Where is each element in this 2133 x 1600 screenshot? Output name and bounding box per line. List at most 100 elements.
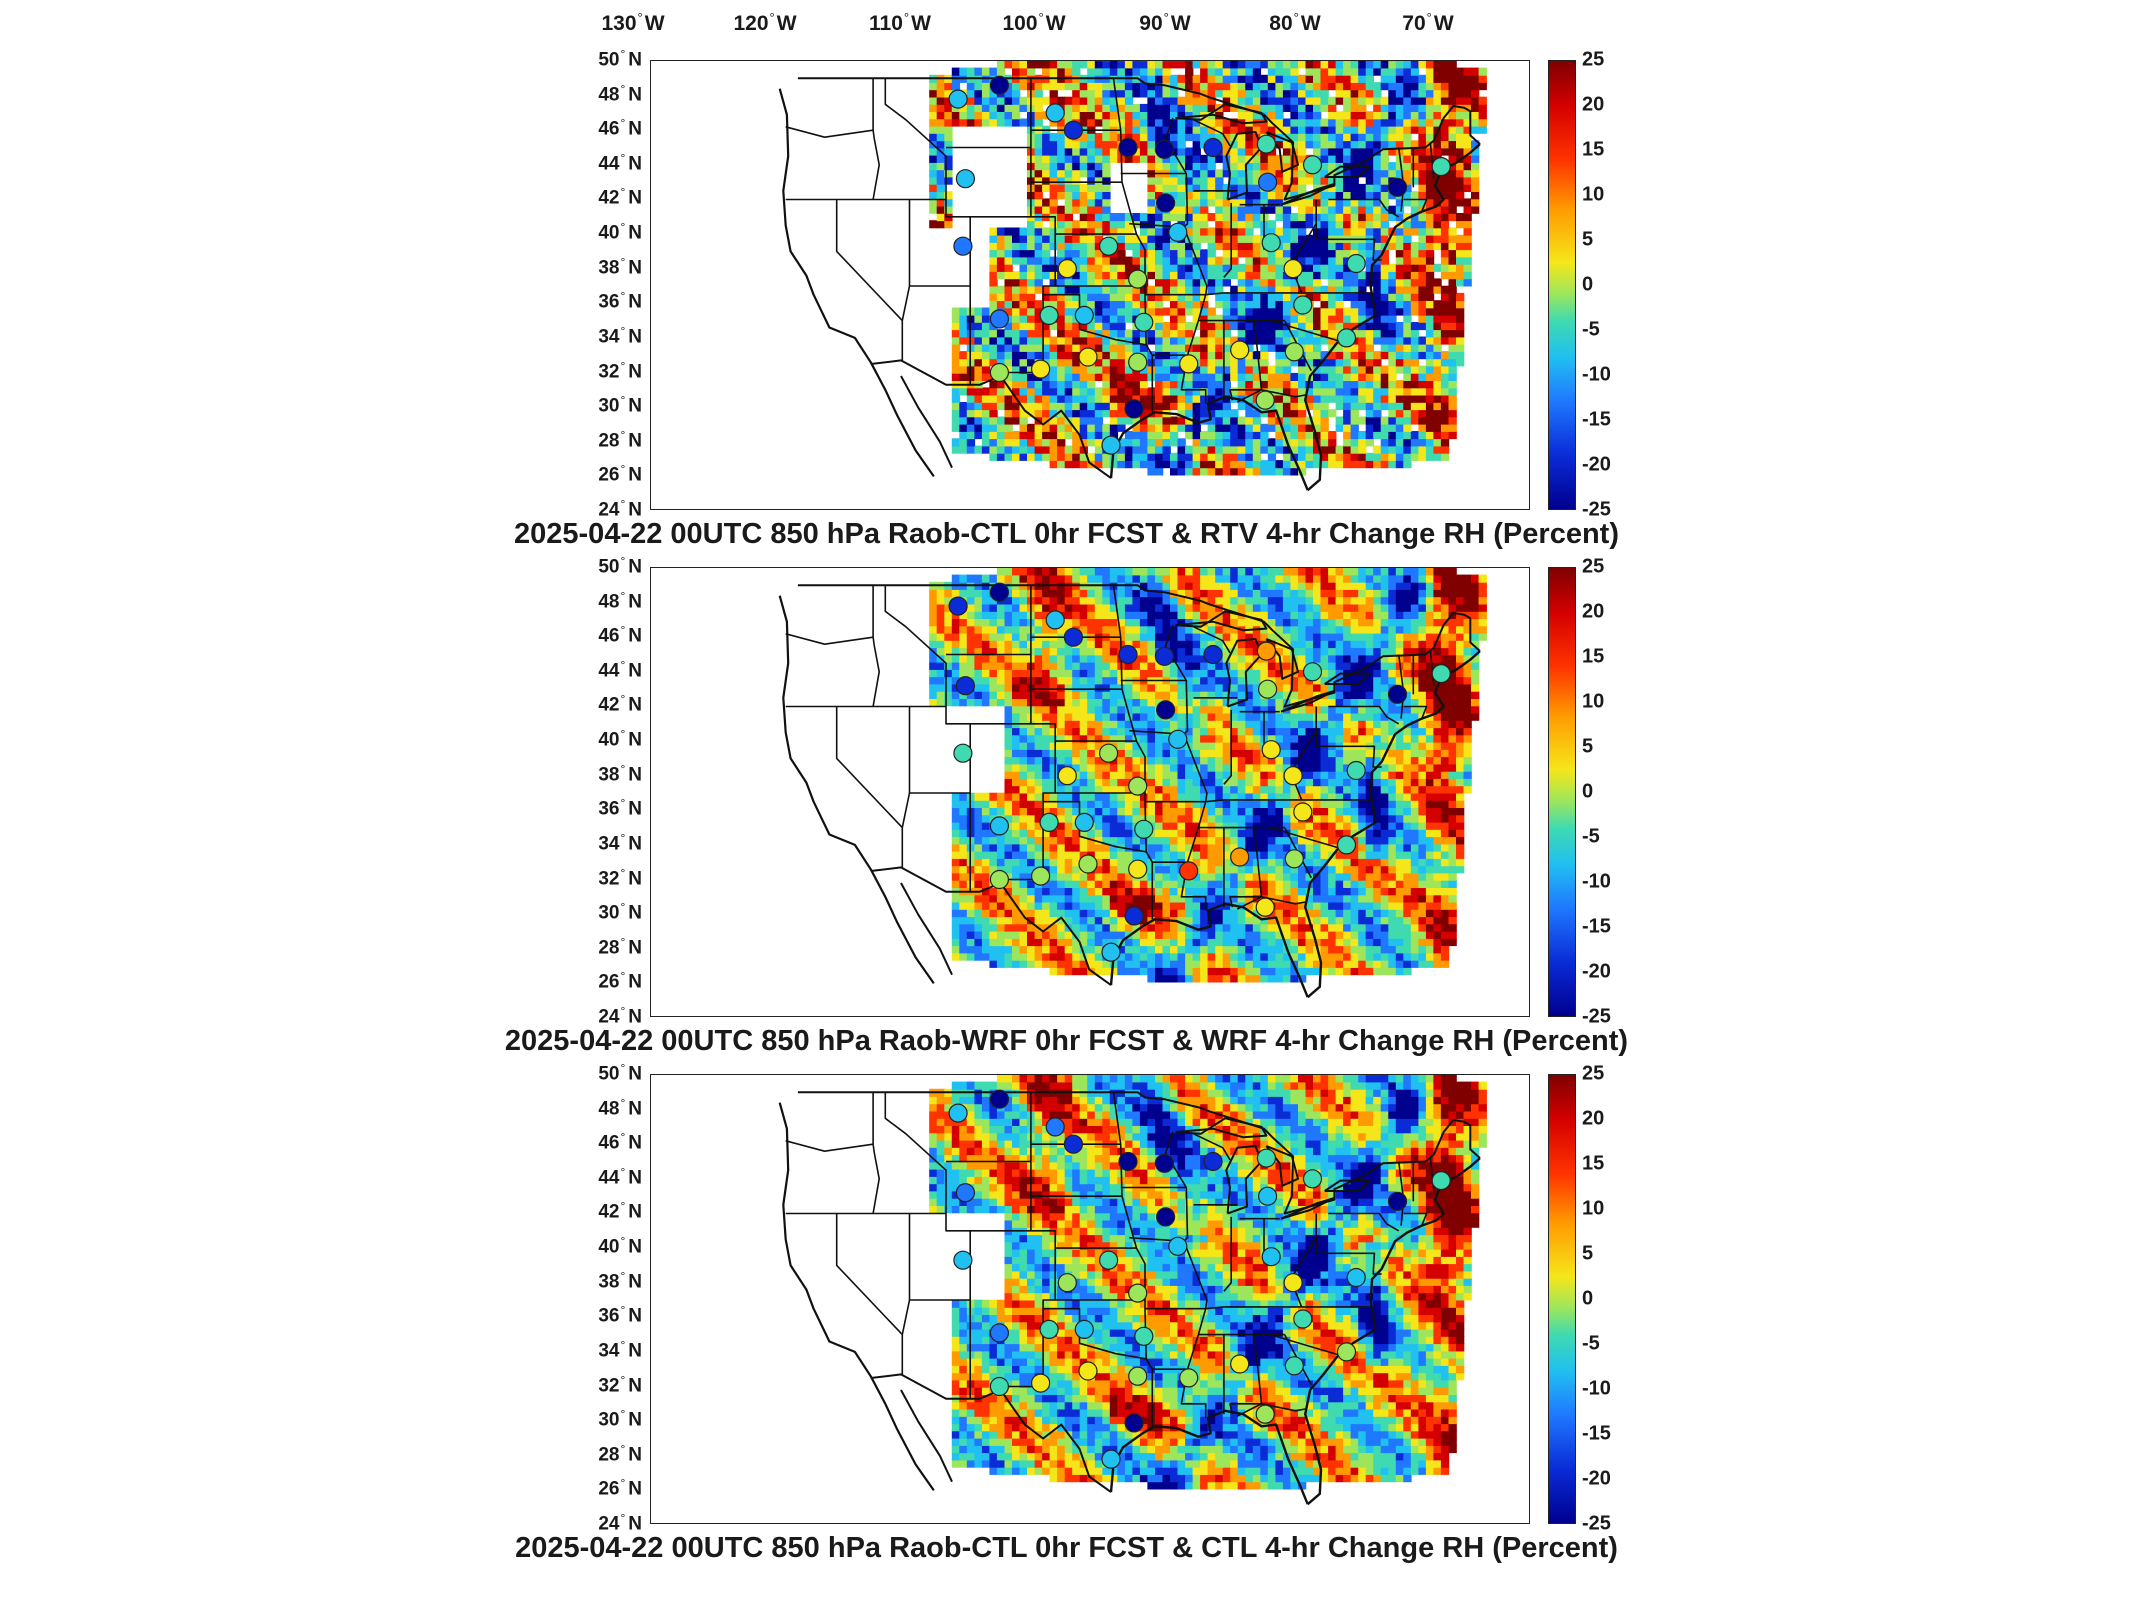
raob-station-marker xyxy=(1154,1153,1175,1173)
great-lake-shore xyxy=(1175,103,1268,125)
latitude-tick-label: 50° N xyxy=(598,554,642,578)
longitude-tick-label: 80°W xyxy=(1269,10,1321,35)
raob-station-marker xyxy=(1128,352,1148,372)
latitude-tick-label: 30° N xyxy=(598,393,642,417)
colorbar-tick-label: 5 xyxy=(1582,735,1594,758)
great-lake-shore xyxy=(1175,1117,1268,1139)
latitude-tick-label: 28° N xyxy=(598,1441,642,1466)
colorbar-tick-label: 20 xyxy=(1582,93,1605,116)
colorbar-tick-label: 20 xyxy=(1582,1107,1605,1130)
state-line xyxy=(1429,649,1435,686)
raob-station-marker xyxy=(1099,1250,1119,1270)
latitude-tick-label: 46° N xyxy=(598,116,642,140)
latitude-tick-label: 26° N xyxy=(598,462,642,486)
west-coastline xyxy=(778,595,935,985)
panel-title: 2025-04-22 00UTC 850 hPa Raob-WRF 0hr FC… xyxy=(504,1025,1629,1057)
latitude-tick-label: 42° N xyxy=(598,185,642,209)
gulf-of-california-coastline xyxy=(900,375,953,469)
state-line xyxy=(1112,585,1154,920)
state-line xyxy=(1269,319,1341,343)
raob-station-marker xyxy=(1128,1366,1148,1386)
state-line xyxy=(872,1092,880,1214)
latitude-tick-label: 30° N xyxy=(598,1407,642,1431)
latitude-tick-label: 44° N xyxy=(598,657,642,682)
colorbar xyxy=(1548,60,1576,510)
state-line xyxy=(785,705,1031,725)
raob-station-marker xyxy=(1168,222,1188,242)
colorbar-tick-label: -25 xyxy=(1582,1005,1611,1028)
raob-station-marker xyxy=(1346,1267,1366,1288)
state-line xyxy=(1223,202,1232,278)
state-line xyxy=(1315,706,1382,768)
raob-station-marker xyxy=(1031,866,1051,886)
state-line xyxy=(1223,1216,1232,1292)
longitude-axis: 130°W 120°W 110°W 100°W 90°W 80°W 70°W xyxy=(0,6,2133,40)
state-line xyxy=(835,1213,903,1336)
raob-station-marker xyxy=(1031,359,1051,379)
state-line xyxy=(1269,1333,1341,1357)
longitude-tick-label: 120°W xyxy=(733,10,797,35)
colorbar-tick-label: -10 xyxy=(1582,363,1611,386)
raob-station-marker xyxy=(953,236,973,256)
state-line xyxy=(884,78,947,200)
latitude-tick-label: 26° N xyxy=(598,1476,642,1500)
raob-station-marker xyxy=(1283,1273,1303,1293)
raob-station-marker xyxy=(1302,662,1323,682)
state-line xyxy=(1145,1306,1372,1310)
state-line xyxy=(835,706,903,829)
state-line xyxy=(1290,1237,1317,1280)
raob-station-marker xyxy=(1261,233,1281,253)
state-line xyxy=(785,1140,874,1152)
raob-station-marker xyxy=(1284,342,1304,362)
raob-station-marker xyxy=(1431,1170,1451,1191)
raob-station-marker xyxy=(1203,1151,1223,1172)
mexico-border xyxy=(871,359,1112,479)
raob-station-marker xyxy=(955,676,975,696)
state-line xyxy=(785,198,1031,218)
raob-station-marker xyxy=(1063,1134,1083,1154)
rh-change-field xyxy=(929,568,1487,983)
state-line xyxy=(1193,119,1231,147)
raob-station-marker xyxy=(1336,328,1357,348)
raob-station-marker xyxy=(1179,1368,1199,1388)
colorbar-tick-label: 15 xyxy=(1582,1152,1605,1175)
colorbar-tick-label: -10 xyxy=(1582,1377,1611,1400)
state-line xyxy=(1193,1133,1231,1161)
raob-station-marker xyxy=(1387,177,1408,197)
latitude-tick-label: 46° N xyxy=(598,1130,642,1154)
state-line xyxy=(1229,1334,1263,1415)
latitude-tick-label: 46° N xyxy=(598,623,642,647)
raob-station-marker xyxy=(955,1183,975,1203)
raob-station-marker xyxy=(1203,137,1223,158)
raob-station-marker xyxy=(1128,1283,1148,1303)
raob-station-marker xyxy=(1078,1361,1098,1381)
state-line xyxy=(1229,320,1263,401)
raob-station-marker xyxy=(1336,1342,1357,1362)
raob-station-marker xyxy=(1124,906,1144,926)
state-line xyxy=(901,792,911,868)
rh-change-map xyxy=(778,1075,1487,1506)
colorbar-tick-label: -25 xyxy=(1582,498,1611,521)
latitude-tick-label: 44° N xyxy=(598,150,642,175)
state-line xyxy=(1112,78,1154,413)
colorbar-tick-label: 25 xyxy=(1582,1062,1605,1085)
colorbar-tick-label: 0 xyxy=(1582,273,1594,296)
raob-station-marker xyxy=(1155,1207,1176,1227)
rh-change-map xyxy=(778,61,1487,492)
longitude-tick-label: 70°W xyxy=(1402,10,1454,35)
latitude-tick-label: 40° N xyxy=(598,220,642,244)
raob-station-marker xyxy=(1101,1449,1121,1469)
latitude-tick-label: 34° N xyxy=(598,323,642,348)
raob-station-marker xyxy=(1039,305,1059,325)
state-line xyxy=(1269,826,1341,850)
raob-station-marker xyxy=(989,309,1009,329)
raob-station-marker xyxy=(1257,679,1278,699)
latitude-tick-label: 28° N xyxy=(598,934,642,959)
state-line xyxy=(1236,896,1306,910)
raob-station-marker xyxy=(1031,1373,1051,1393)
state-line xyxy=(1429,142,1435,179)
state-line xyxy=(901,1299,911,1375)
raob-stations xyxy=(948,1089,1451,1469)
raob-station-marker xyxy=(955,169,975,189)
raob-station-marker xyxy=(1255,1404,1275,1424)
